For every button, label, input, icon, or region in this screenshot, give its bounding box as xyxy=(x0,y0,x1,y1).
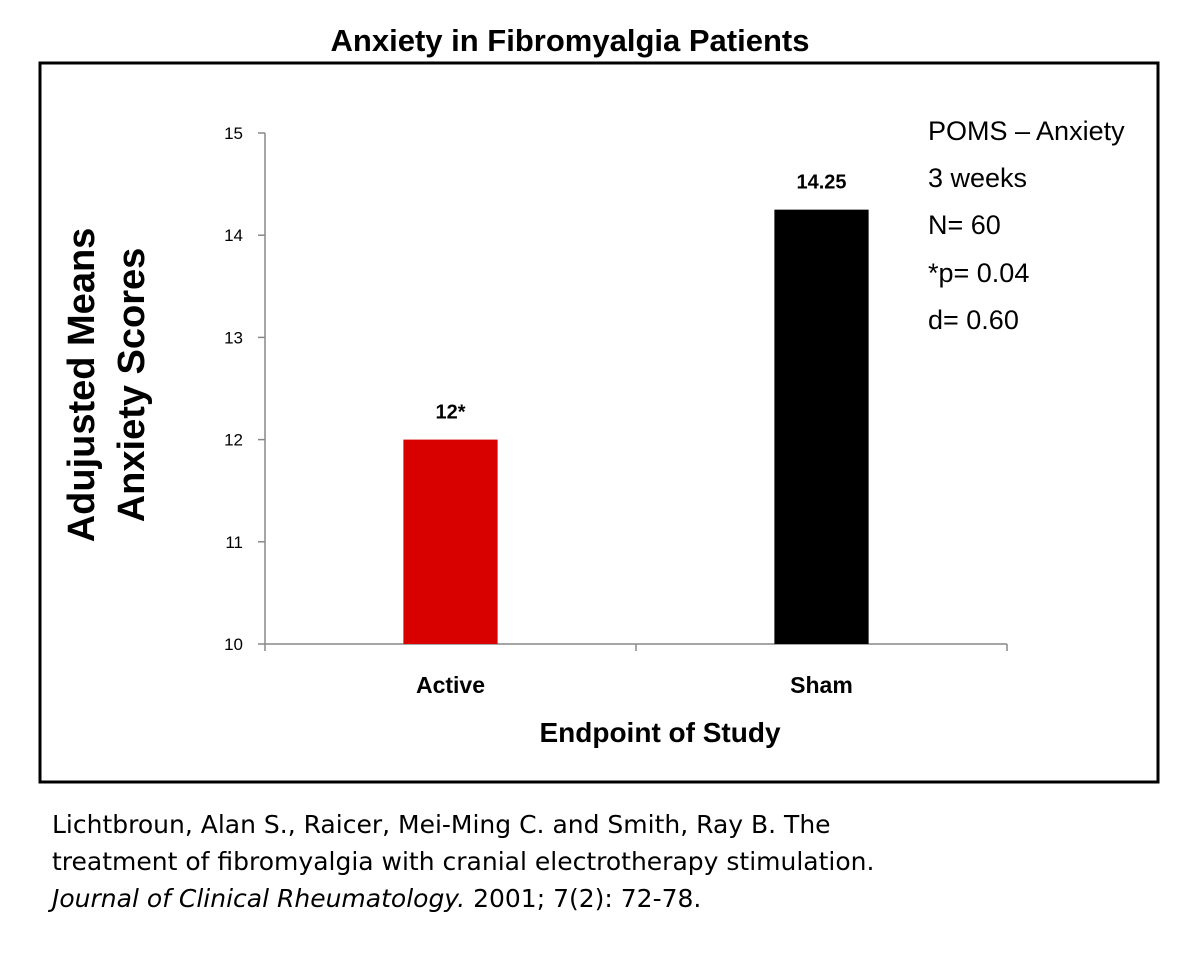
annotation-measure: POMS – Anxiety xyxy=(928,116,1125,146)
y-axis-label-line-1: Adujusted Means xyxy=(61,228,103,543)
y-axis-label: Adujusted Means xyxy=(61,228,103,543)
y-axis-label-2: Anxiety Scores xyxy=(111,248,153,523)
chart: Anxiety in Fibromyalgia Patients Adujust… xyxy=(38,23,1160,784)
y-tick-label: 12 xyxy=(224,431,243,450)
citation-line-1: Lichtbroun, Alan S., Raicer, Mei-Ming C.… xyxy=(52,810,831,839)
chart-frame xyxy=(38,61,1160,784)
axes: 10 11 12 13 14 15 xyxy=(224,124,1008,654)
annotation-box: POMS – Anxiety 3 weeks N= 60 *p= 0.04 d=… xyxy=(928,116,1125,335)
y-axis-label-line-2: Anxiety Scores xyxy=(111,248,153,523)
y-tick-label: 14 xyxy=(224,226,243,245)
citation-details: 2001; 7(2): 72-78. xyxy=(465,884,702,913)
x-axis-label: Endpoint of Study xyxy=(539,717,780,748)
bars: 12* Active 14.25 Sham xyxy=(403,172,869,698)
citation-line-2: treatment of fibromyalgia with cranial e… xyxy=(52,847,875,876)
y-tick-label: 13 xyxy=(224,328,243,347)
annotation-effect-size: d= 0.60 xyxy=(928,305,1019,335)
citation-journal: Journal of Clinical Rheumatology. xyxy=(52,884,466,913)
bar-active xyxy=(403,439,498,644)
data-label-sham: 14.25 xyxy=(796,172,846,194)
annotation-duration: 3 weeks xyxy=(928,163,1027,193)
y-tick-label: 11 xyxy=(225,533,243,552)
annotation-p-value: *p= 0.04 xyxy=(928,258,1029,288)
data-label-active: 12* xyxy=(435,402,465,424)
citation-line-3: Journal of Clinical Rheumatology. 2001; … xyxy=(52,880,1172,917)
y-tick-label: 15 xyxy=(224,124,243,143)
y-tick-label: 10 xyxy=(224,635,243,654)
chart-title: Anxiety in Fibromyalgia Patients xyxy=(331,23,810,58)
annotation-sample-size: N= 60 xyxy=(928,210,1001,240)
x-category-label-sham: Sham xyxy=(790,672,853,698)
x-category-label-active: Active xyxy=(416,672,485,698)
citation: Lichtbroun, Alan S., Raicer, Mei-Ming C.… xyxy=(52,806,1172,917)
bar-sham xyxy=(774,209,869,644)
